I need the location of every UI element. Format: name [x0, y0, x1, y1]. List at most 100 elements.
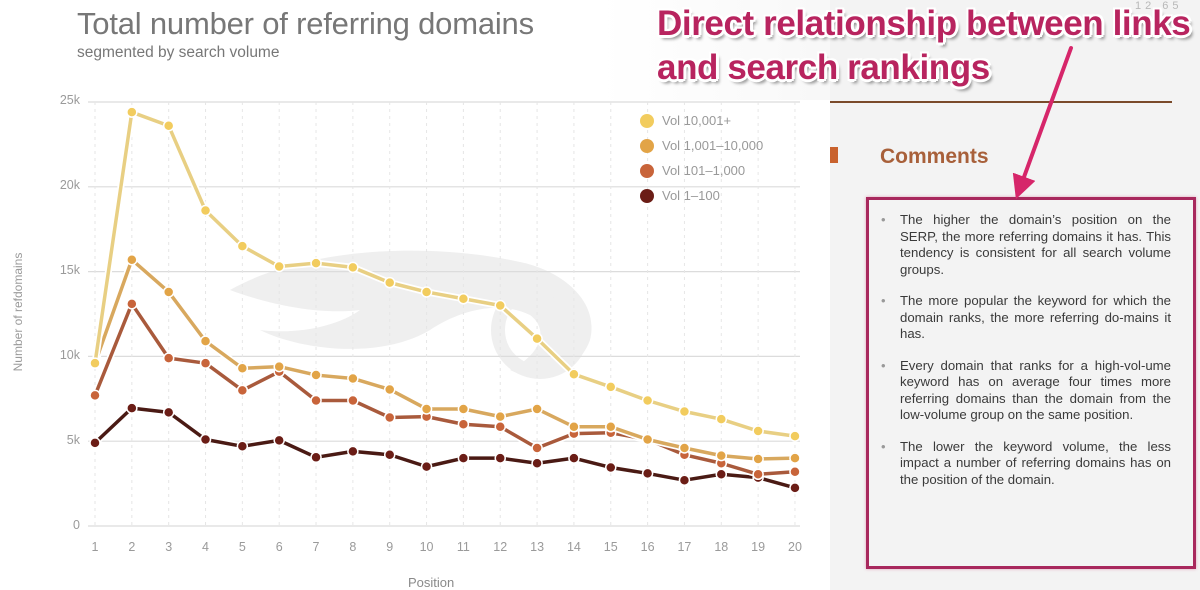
x-tick: 9 — [386, 540, 394, 554]
panel-fade — [600, 0, 830, 100]
legend-label: Vol 101–1,000 — [662, 163, 746, 178]
data-point — [494, 452, 506, 464]
data-point — [162, 352, 175, 364]
data-point — [605, 461, 617, 474]
data-point — [162, 406, 175, 419]
comment-item: • Every domain that ranks for a high-vol… — [879, 358, 1171, 424]
series-line — [93, 302, 796, 477]
data-point — [383, 383, 396, 396]
data-point — [273, 260, 285, 273]
data-point — [789, 452, 801, 464]
data-point — [752, 425, 764, 437]
x-tick: 10 — [419, 540, 434, 554]
data-point — [678, 442, 691, 454]
data-point — [420, 460, 433, 473]
data-point — [126, 253, 138, 266]
y-tick-20k: 20k — [59, 178, 80, 192]
data-point — [126, 106, 138, 118]
data-point — [605, 421, 617, 433]
data-point — [457, 403, 470, 415]
x-tick: 5 — [238, 540, 246, 554]
data-point — [273, 360, 285, 373]
section-divider — [830, 101, 1172, 103]
data-point — [236, 384, 249, 397]
data-point — [641, 433, 654, 446]
x-tick: 11 — [456, 540, 470, 554]
data-point — [568, 421, 580, 433]
data-point — [199, 433, 212, 446]
data-point — [347, 372, 359, 385]
data-point — [162, 286, 175, 298]
x-tick: 12 — [493, 540, 508, 554]
data-point — [162, 119, 175, 132]
x-tick: 8 — [349, 540, 357, 554]
data-point — [715, 413, 728, 425]
legend-dot-icon — [640, 138, 654, 153]
legend-item-vol-1-100[interactable]: Vol 1–100 — [640, 183, 763, 208]
series-line — [93, 257, 796, 461]
x-tick: 2 — [128, 540, 136, 554]
data-point — [457, 452, 470, 464]
x-tick: 7 — [312, 540, 320, 554]
data-point — [126, 402, 138, 414]
data-point — [457, 418, 470, 430]
legend-item-vol-10001-plus[interactable]: Vol 10,001+ — [640, 108, 763, 133]
chart-legend: Vol 10,001+ Vol 1,001–10,000 Vol 101–1,0… — [640, 108, 763, 208]
data-point — [126, 298, 138, 310]
data-point — [236, 440, 249, 453]
page-number: 12 65 — [1135, 0, 1183, 12]
y-tick-5k: 5k — [66, 433, 80, 447]
x-tick: 18 — [714, 540, 729, 554]
section-marker-icon — [830, 147, 838, 163]
data-point — [383, 276, 396, 289]
comments-box: • The higher the domain’s position on th… — [866, 197, 1196, 569]
comment-text: The more popular the keyword for which t… — [900, 293, 1171, 341]
data-point — [199, 204, 212, 217]
data-point — [641, 467, 654, 480]
x-axis-label: Position — [408, 575, 455, 590]
data-point — [494, 410, 506, 423]
y-tick-0: 0 — [73, 518, 80, 532]
data-point — [531, 442, 543, 454]
legend-dot-icon — [640, 113, 654, 128]
chart-subtitle: segmented by search volume — [77, 44, 280, 61]
data-point — [531, 332, 543, 345]
data-point — [752, 468, 764, 481]
data-point — [236, 240, 249, 252]
data-point — [89, 357, 101, 369]
comments-heading: Comments — [880, 145, 989, 168]
x-tick: 13 — [530, 540, 545, 554]
data-point — [383, 411, 396, 424]
bullet-icon: • — [881, 357, 886, 373]
data-point — [641, 394, 654, 407]
bullet-icon: • — [881, 212, 886, 227]
data-point — [752, 453, 764, 465]
x-tick: 1 — [91, 540, 99, 554]
headline-line-1: Direct relationship between links — [657, 4, 1191, 43]
x-tick: 6 — [275, 540, 283, 554]
data-point — [310, 451, 322, 464]
legend-item-vol-1001-10000[interactable]: Vol 1,001–10,000 — [640, 133, 763, 158]
x-tick: 4 — [202, 540, 209, 554]
bullet-icon: • — [881, 293, 886, 308]
data-point — [89, 437, 101, 449]
headline-line-2: and search rankings — [657, 48, 990, 87]
data-point — [310, 369, 322, 381]
x-tick: 19 — [751, 540, 766, 554]
data-point — [199, 335, 212, 347]
legend-item-vol-101-1000[interactable]: Vol 101–1,000 — [640, 158, 763, 183]
comment-item: • The lower the keyword volume, the less… — [879, 439, 1171, 489]
data-point — [678, 405, 691, 418]
data-point — [568, 368, 580, 380]
data-point — [420, 403, 433, 415]
data-point — [310, 257, 322, 269]
x-tick: 16 — [640, 540, 655, 554]
bullet-icon: • — [881, 438, 886, 454]
data-point — [494, 299, 506, 312]
annotation-headline: Direct relationship between links and se… — [657, 2, 1191, 90]
data-point — [347, 394, 359, 407]
data-point — [605, 381, 617, 393]
data-point — [678, 474, 691, 486]
data-point — [457, 292, 470, 305]
line-plot — [88, 101, 801, 527]
